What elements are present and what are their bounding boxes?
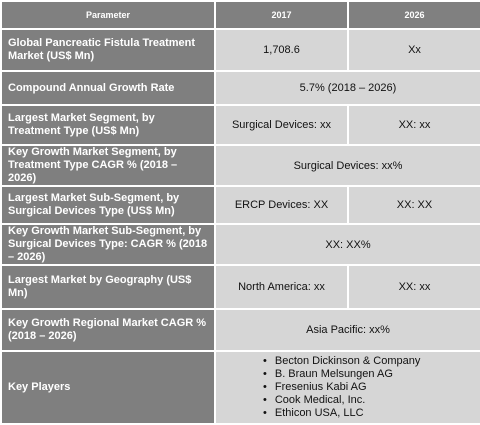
header-2026: 2026 xyxy=(347,0,480,30)
table-row: Compound Annual Growth Rate 5.7% (2018 –… xyxy=(0,70,480,106)
merged-value: XX: XX% xyxy=(214,223,480,266)
list-item: Becton Dickinson & Company xyxy=(263,355,433,368)
table-row: Global Pancreatic Fistula Treatment Mark… xyxy=(0,28,480,72)
value-2017: Surgical Devices: xx xyxy=(214,104,349,146)
table-row: Key Players Becton Dickinson & Company B… xyxy=(0,350,480,425)
row-label: Largest Market Segment, by Treatment Typ… xyxy=(0,104,216,146)
row-label: Global Pancreatic Fistula Treatment Mark… xyxy=(0,28,216,72)
row-label: Key Players xyxy=(0,350,216,425)
header-parameter: Parameter xyxy=(0,0,216,30)
table-row: Largest Market by Geography (US$ Mn) Nor… xyxy=(0,264,480,310)
table-row: Key Growth Market Sub-Segment, by Surgic… xyxy=(0,223,480,266)
header-2017: 2017 xyxy=(214,0,349,30)
merged-value: Asia Pacific: xx% xyxy=(214,308,480,352)
key-players-cell: Becton Dickinson & Company B. Braun Mels… xyxy=(214,350,480,425)
table-row: Key Growth Market Segment, by Treatment … xyxy=(0,144,480,187)
row-label: Key Growth Regional Market CAGR % (2018 … xyxy=(0,308,216,352)
header-row: Parameter 2017 2026 xyxy=(0,0,480,30)
value-2026: XX: XX xyxy=(347,185,480,225)
row-label: Key Growth Market Sub-Segment, by Surgic… xyxy=(0,223,216,266)
row-label: Compound Annual Growth Rate xyxy=(0,70,216,106)
row-label: Largest Market by Geography (US$ Mn) xyxy=(0,264,216,310)
row-label: Key Growth Market Segment, by Treatment … xyxy=(0,144,216,187)
list-item: Ethicon USA, LLC xyxy=(263,407,433,420)
merged-value: 5.7% (2018 – 2026) xyxy=(214,70,480,106)
value-2017: North America: xx xyxy=(214,264,349,310)
value-2026: XX: xx xyxy=(347,264,480,310)
value-2026: Xx xyxy=(347,28,480,72)
list-item: B. Braun Melsungen AG xyxy=(263,368,433,381)
row-label: Largest Market Sub-Segment, by Surgical … xyxy=(0,185,216,225)
value-2017: ERCP Devices: XX xyxy=(214,185,349,225)
value-2026: XX: xx xyxy=(347,104,480,146)
list-item: Cook Medical, Inc. xyxy=(263,394,433,407)
merged-value: Surgical Devices: xx% xyxy=(214,144,480,187)
value-2017: 1,708.6 xyxy=(214,28,349,72)
key-players-list: Becton Dickinson & Company B. Braun Mels… xyxy=(263,355,433,420)
table-row: Key Growth Regional Market CAGR % (2018 … xyxy=(0,308,480,352)
list-item: Fresenius Kabi AG xyxy=(263,381,433,394)
table-row: Largest Market Sub-Segment, by Surgical … xyxy=(0,185,480,225)
table-row: Largest Market Segment, by Treatment Typ… xyxy=(0,104,480,146)
